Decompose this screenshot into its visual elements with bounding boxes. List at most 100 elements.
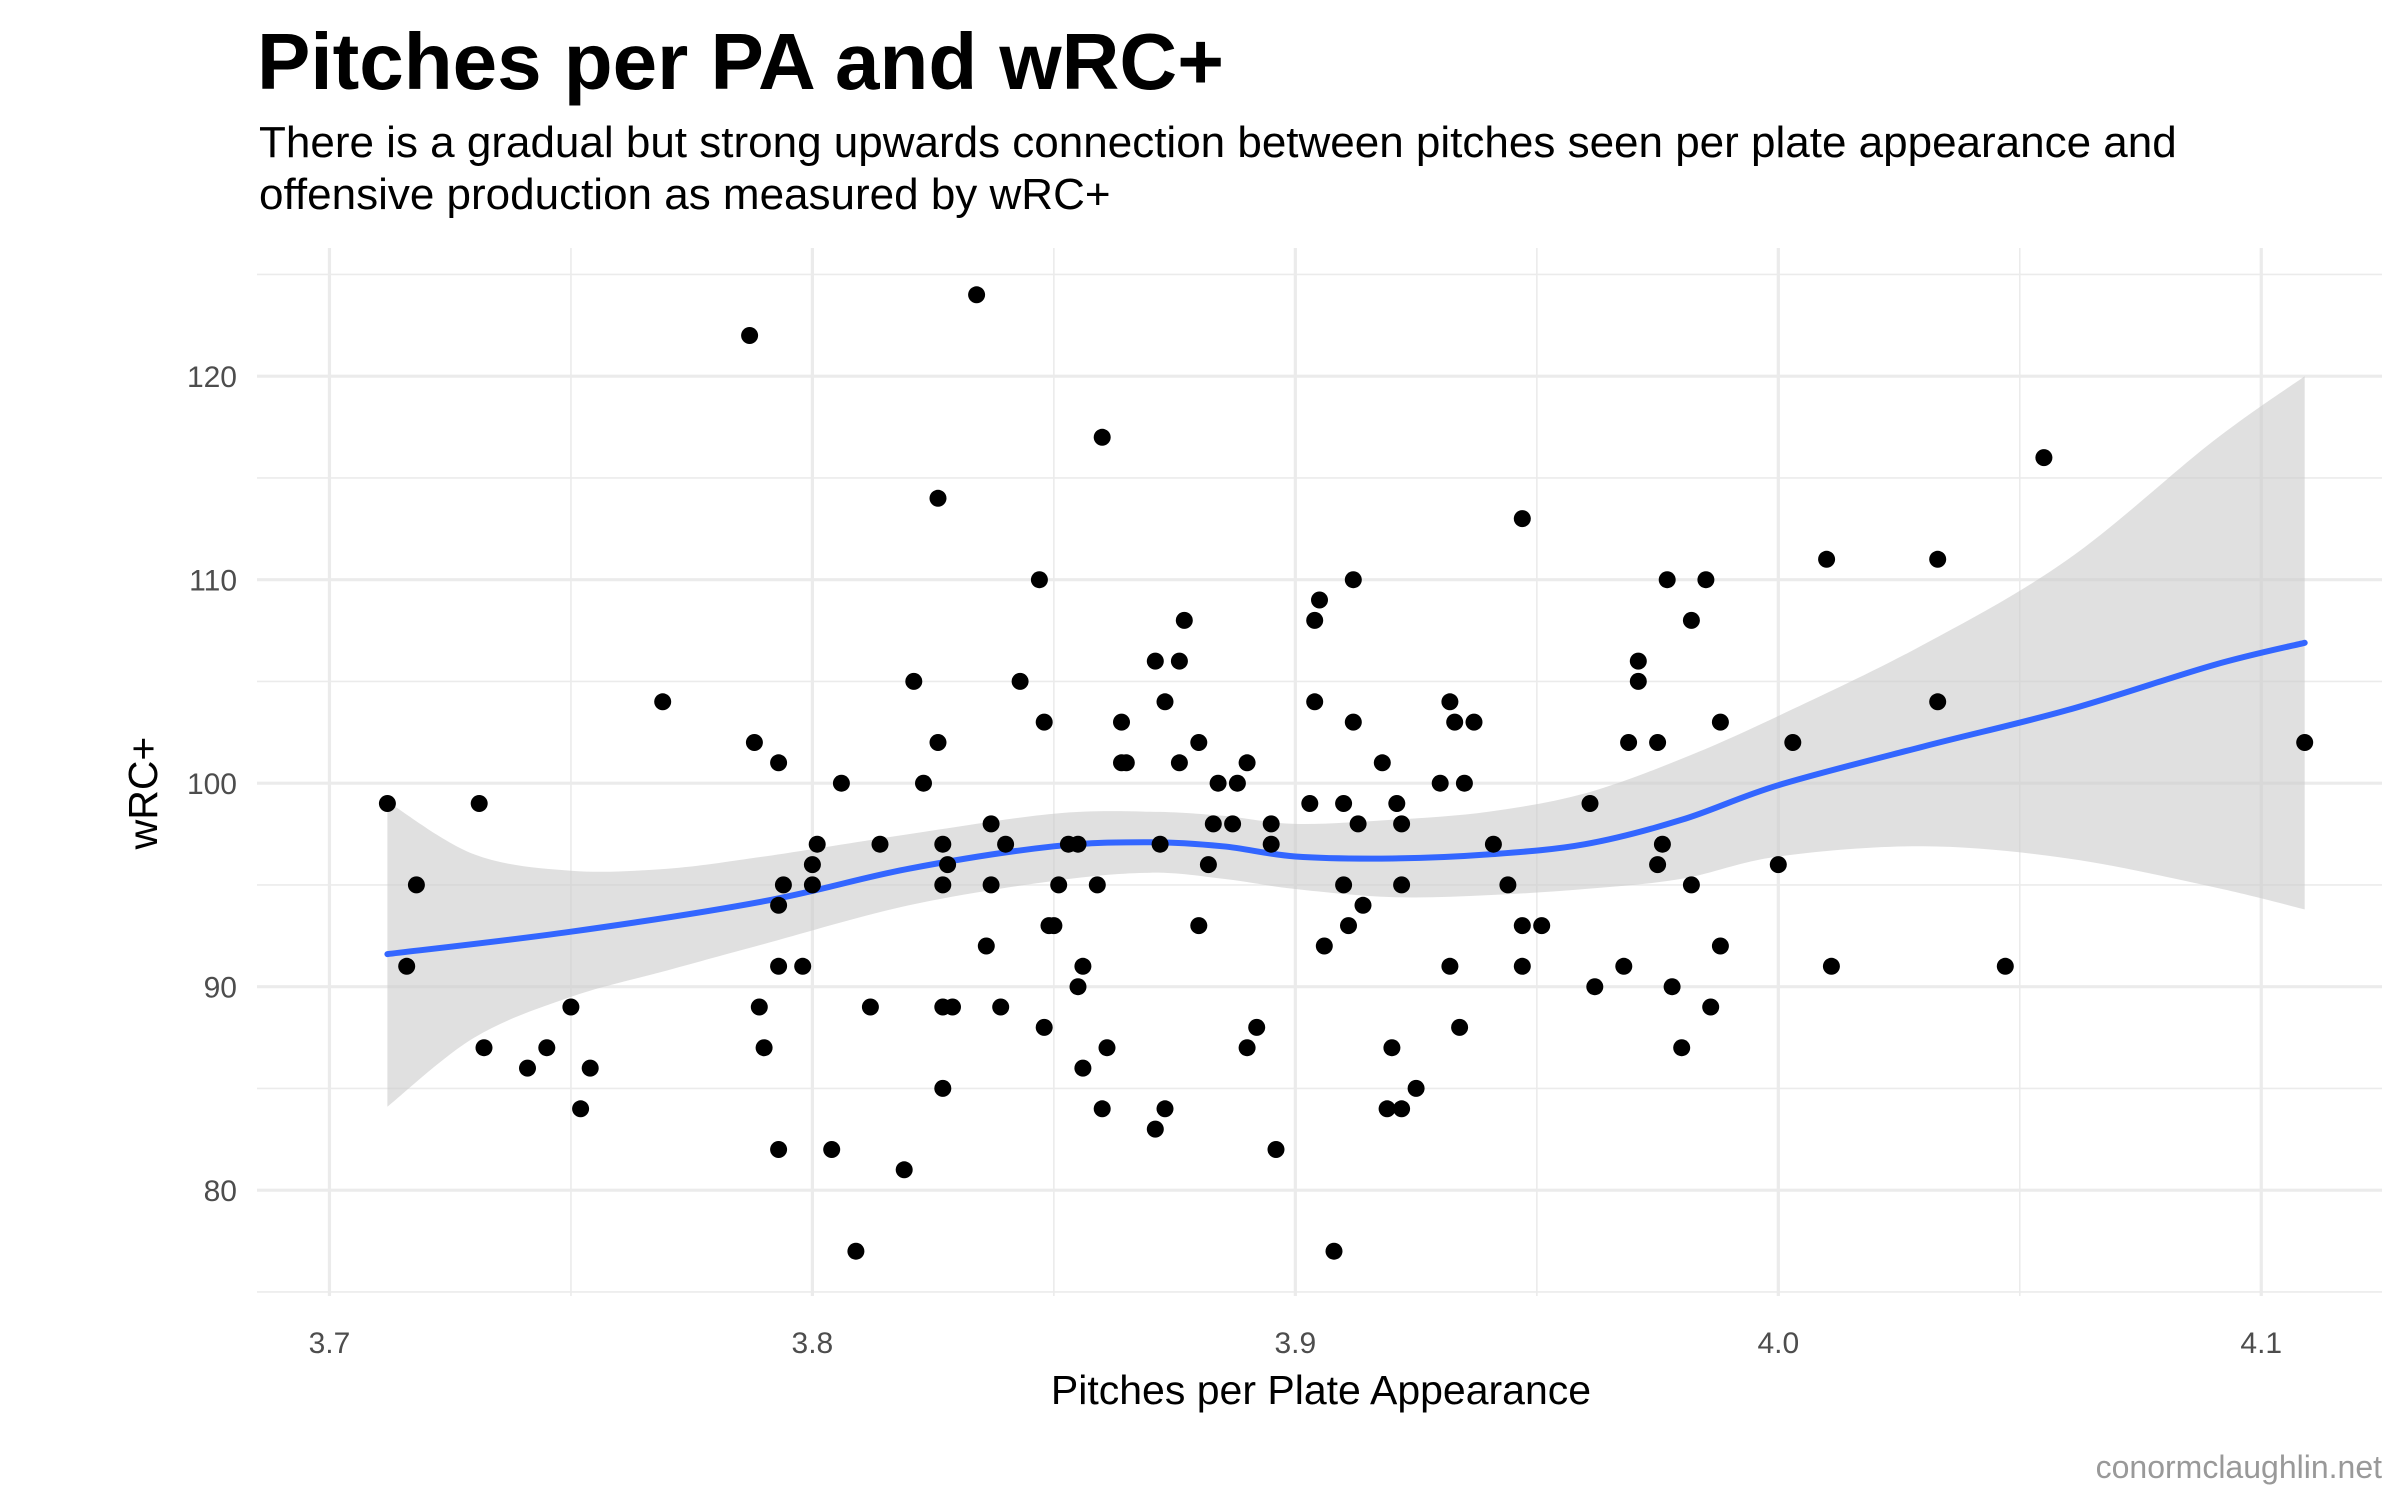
data-point [1673, 1039, 1691, 1057]
data-point [1045, 917, 1063, 935]
data-point [581, 1059, 599, 1077]
data-point [407, 876, 425, 894]
major-gridlines [257, 248, 2382, 1296]
data-point [1629, 672, 1647, 690]
data-point [538, 1039, 556, 1057]
data-point [915, 774, 932, 792]
data-points [378, 286, 2314, 1260]
data-point [847, 1242, 865, 1260]
data-point [1248, 1018, 1266, 1036]
data-point [1499, 876, 1517, 894]
data-point [1393, 815, 1411, 833]
data-point [1349, 815, 1367, 833]
data-point [1373, 754, 1391, 772]
data-point [1306, 611, 1324, 629]
chart-subtitle: There is a gradual but strong upwards co… [259, 118, 2177, 219]
data-point [1702, 998, 1720, 1016]
data-point [968, 286, 986, 304]
data-point [1050, 876, 1068, 894]
data-point [1325, 1242, 1343, 1260]
data-point [1393, 876, 1411, 894]
data-point [934, 1079, 952, 1097]
data-point [1030, 571, 1048, 589]
data-point [803, 876, 821, 894]
data-point [470, 795, 488, 812]
data-point [1074, 1059, 1092, 1077]
data-point [1204, 815, 1222, 833]
y-tick-label: 100 [187, 768, 237, 801]
confidence-band [387, 376, 2305, 1107]
data-point [1682, 611, 1700, 629]
data-point [1711, 937, 1729, 955]
x-tick-label: 3.9 [1274, 1327, 1316, 1360]
data-point [794, 957, 812, 975]
data-point [1344, 713, 1362, 731]
data-point [1069, 835, 1087, 853]
data-point [1344, 571, 1362, 589]
data-point [1455, 774, 1473, 792]
data-point [934, 876, 952, 894]
data-point [1620, 734, 1638, 751]
data-point [1513, 917, 1531, 935]
data-point [982, 815, 1000, 833]
data-point [1653, 835, 1671, 853]
data-point [1335, 795, 1353, 812]
data-point [1383, 1039, 1401, 1057]
data-point [1629, 652, 1647, 670]
data-point [770, 896, 788, 914]
data-point [1682, 876, 1700, 894]
data-point [895, 1161, 913, 1179]
data-point [1663, 978, 1681, 996]
data-point [1190, 917, 1208, 935]
data-point [832, 774, 850, 792]
data-point [378, 795, 396, 812]
data-point [1784, 734, 1802, 751]
data-point [1451, 1018, 1469, 1036]
data-point [1209, 774, 1227, 792]
data-point [1170, 754, 1188, 772]
x-tick-label: 3.8 [792, 1327, 834, 1360]
data-point [1262, 815, 1280, 833]
y-axis-ticks: 80 90 100 110 120 [187, 361, 237, 1208]
data-point [1238, 1039, 1256, 1057]
data-point [1335, 876, 1353, 894]
data-point [1074, 957, 1092, 975]
data-point [1156, 1100, 1174, 1118]
y-axis-title: wRC+ [120, 737, 166, 851]
data-point [871, 835, 889, 853]
x-tick-label: 4.1 [2240, 1327, 2282, 1360]
data-point [1586, 978, 1604, 996]
data-point [1818, 550, 1836, 568]
data-point [1093, 1100, 1111, 1118]
data-point [1354, 896, 1372, 914]
data-point [1069, 978, 1087, 996]
data-point [929, 734, 947, 751]
x-tick-label: 4.0 [1757, 1327, 1799, 1360]
data-point [741, 327, 759, 344]
data-point [1315, 937, 1333, 955]
data-point [1146, 1120, 1164, 1138]
data-point [1378, 1100, 1396, 1118]
data-point [1267, 1141, 1285, 1158]
data-point [774, 876, 792, 894]
data-point [977, 937, 995, 955]
data-point [944, 998, 961, 1016]
data-point [939, 856, 957, 874]
data-point [2296, 734, 2314, 751]
chart-title: Pitches per PA and wRC+ [257, 17, 1224, 106]
data-point [770, 1141, 788, 1158]
y-tick-label: 90 [204, 972, 237, 1005]
data-point [519, 1059, 536, 1077]
data-point [1388, 795, 1406, 812]
data-point [1224, 815, 1242, 833]
data-point [1822, 957, 1840, 975]
data-point [1340, 917, 1357, 935]
data-point [1262, 835, 1280, 853]
data-point [934, 835, 952, 853]
x-axis-ticks: 3.7 3.8 3.9 4.0 4.1 [309, 1327, 2283, 1360]
data-point [1513, 957, 1531, 975]
data-point [982, 876, 1000, 894]
data-point [861, 998, 879, 1016]
data-point [745, 734, 763, 751]
